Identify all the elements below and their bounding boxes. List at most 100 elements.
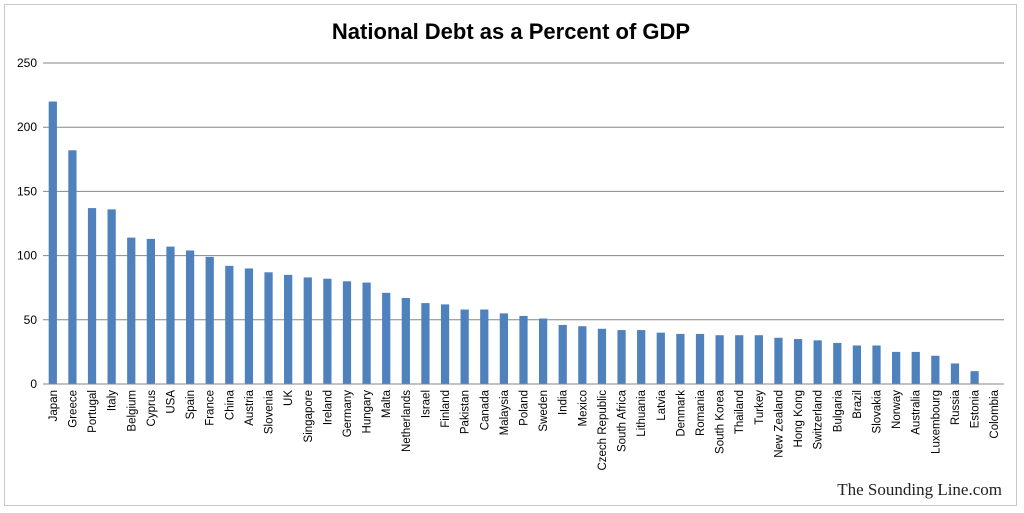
y-tick-label: 150 (17, 184, 37, 198)
bar-malaysia (499, 313, 509, 384)
bar-india (558, 324, 567, 384)
bar-israel (421, 303, 430, 384)
bar-belgium (127, 237, 136, 384)
bar-finland (440, 304, 450, 384)
x-tick-label: Denmark (675, 390, 687, 437)
bar-luxembourg (931, 355, 940, 384)
y-tick-label: 0 (30, 377, 37, 391)
x-tick-label: Australia (911, 389, 923, 434)
bar-mexico (578, 326, 587, 384)
x-tick-label: Switzerland (813, 390, 825, 449)
bar-uk (284, 274, 293, 384)
x-tick-label: Israel (420, 390, 432, 418)
bar-ireland (323, 278, 332, 384)
bar-hungary (362, 282, 371, 384)
bar-switzerland (813, 340, 822, 384)
x-tick-label: New Zealand (773, 390, 785, 458)
bar-france (205, 256, 214, 384)
x-tick-label: Ireland (322, 390, 334, 425)
x-tick-label: India (558, 389, 570, 415)
x-tick-label: Russia (950, 389, 962, 425)
x-tick-label: Austria (244, 389, 256, 425)
y-tick-label: 200 (17, 120, 37, 134)
bar-bulgaria (833, 342, 842, 384)
x-tick-label: Slovakia (872, 389, 884, 433)
bars (48, 101, 979, 385)
bar-estonia (970, 371, 979, 384)
x-tick-label: Italy (107, 390, 119, 411)
x-tick-label: Belgium (126, 390, 138, 432)
bar-singapore (303, 277, 312, 384)
x-tick-label: Hungary (362, 390, 374, 434)
bar-australia (911, 351, 920, 384)
y-tick-label: 100 (17, 249, 37, 263)
x-tick-label: Latvia (656, 389, 668, 420)
bar-turkey (754, 335, 763, 384)
bar-japan (48, 101, 57, 385)
x-tick-label: Netherlands (401, 390, 413, 452)
bar-cyprus (146, 238, 155, 384)
bar-canada (480, 309, 489, 384)
x-tick-label: Cyprus (146, 390, 158, 427)
bar-spain (185, 250, 195, 384)
bar-thailand (735, 335, 744, 384)
x-tick-label: Thailand (734, 390, 746, 434)
x-axis-category-labels: Japan Greece Portugal Italy Belgium Cyprus USA… (48, 389, 1001, 470)
bar-germany (342, 281, 352, 384)
x-tick-label: Mexico (577, 390, 589, 426)
y-tick-label: 250 (17, 56, 37, 70)
x-tick-label: Brazil (852, 390, 864, 419)
x-tick-label: Malta (381, 389, 393, 418)
bar-russia (950, 363, 960, 384)
x-tick-label: Norway (891, 390, 903, 429)
bar-poland (519, 315, 528, 384)
bar-chart: National Debt as a Percent of GDP 0 50 100… (17, 19, 1004, 499)
x-tick-label: Greece (67, 390, 79, 428)
x-tick-label: Poland (519, 390, 531, 426)
x-tick-label: Slovenia (264, 389, 276, 434)
x-tick-label: Pakistan (460, 390, 472, 434)
x-tick-label: Luxembourg (930, 390, 942, 454)
bar-netherlands (401, 297, 410, 384)
x-tick-label: Germany (342, 390, 354, 438)
bar-slovenia (264, 272, 273, 384)
x-tick-label: Singapore (303, 390, 315, 442)
x-tick-label: Hong Kong (793, 390, 805, 448)
bar-czech-republic (597, 328, 607, 384)
bar-portugal (87, 208, 97, 384)
bar-china (225, 265, 234, 384)
bar-austria (244, 268, 254, 384)
bar-usa (166, 246, 175, 384)
x-tick-label: Malaysia (499, 389, 511, 435)
x-tick-label: South Africa (617, 389, 629, 452)
bar-south-korea (715, 335, 724, 384)
x-tick-label: Sweden (538, 390, 550, 432)
bar-hong-kong (793, 339, 803, 384)
bar-denmark (676, 333, 685, 384)
x-tick-label: Portugal (87, 390, 99, 433)
bar-lithuania (637, 330, 646, 384)
x-tick-label: Estonia (970, 389, 982, 428)
bar-malta (382, 292, 391, 384)
bar-norway (892, 351, 901, 384)
x-tick-label: France (205, 390, 217, 426)
x-tick-label: South Korea (715, 389, 727, 454)
chart-title: National Debt as a Percent of GDP (332, 19, 690, 44)
bar-italy (107, 209, 116, 384)
x-tick-label: USA (165, 390, 177, 414)
x-tick-label: Canada (479, 389, 491, 430)
y-tick-label: 50 (24, 313, 38, 327)
bar-romania (695, 333, 705, 384)
bar-latvia (656, 332, 665, 384)
x-tick-label: Czech Republic (597, 390, 609, 471)
x-tick-label: Colombia (989, 389, 1001, 438)
x-tick-label: Romania (695, 389, 707, 436)
x-tick-label: Spain (185, 390, 197, 419)
chart-frame: National Debt as a Percent of GDP 0 50 100… (4, 4, 1017, 506)
x-tick-label: Japan (48, 390, 60, 421)
bar-sweden (538, 318, 548, 384)
bar-brazil (852, 345, 862, 384)
x-tick-label: UK (283, 390, 295, 406)
x-tick-label: Finland (440, 390, 452, 428)
x-tick-label: China (224, 389, 236, 420)
